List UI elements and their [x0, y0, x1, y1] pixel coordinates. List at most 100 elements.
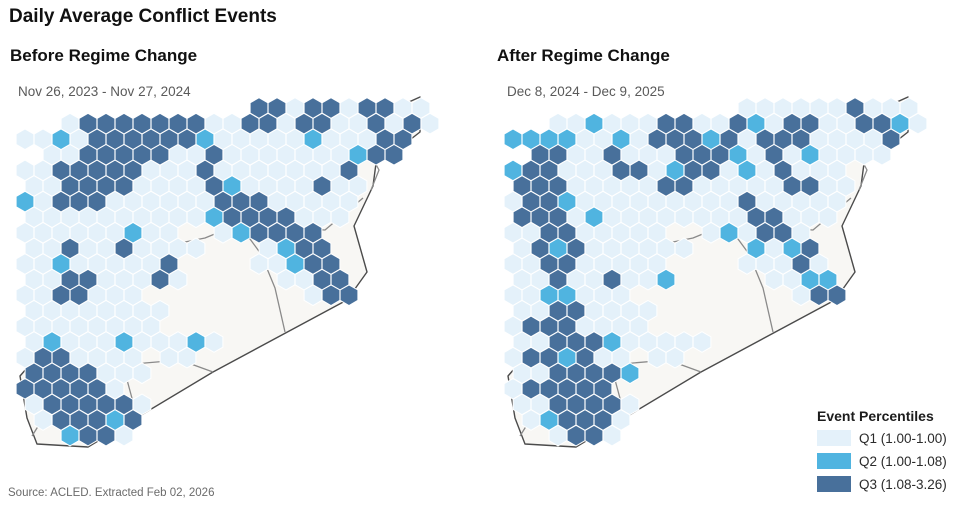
hex-cell	[420, 112, 440, 135]
admin-border	[726, 223, 774, 333]
after-map-title: After Regime Change	[497, 46, 670, 65]
hex-cell	[87, 190, 107, 213]
hex-cell	[96, 424, 116, 447]
hex-cell	[512, 206, 532, 229]
hex-cell	[123, 409, 143, 431]
hex-cell	[764, 268, 784, 291]
hex-cell	[150, 268, 170, 291]
hex-cell	[339, 159, 359, 182]
hex-cell	[69, 190, 89, 213]
hex-cell	[584, 206, 604, 229]
hex-cell	[150, 143, 170, 166]
hex-cell	[159, 346, 179, 369]
q1-label: Q1 (1.00-1.00)	[859, 430, 947, 446]
hex-cell	[620, 362, 640, 385]
hex-cell	[791, 128, 811, 151]
after-map	[503, 96, 928, 448]
hex-cell	[629, 159, 649, 182]
hex-cell	[114, 331, 134, 353]
hex-cell	[15, 377, 35, 400]
hex-cell	[737, 159, 757, 182]
hex-cell	[584, 424, 604, 447]
hex-cell	[674, 206, 694, 229]
hex-cell	[312, 112, 332, 135]
legend-item-q2: Q2 (1.00-1.08)	[817, 453, 960, 469]
hex-cell	[647, 128, 667, 151]
source-note: Source: ACLED. Extracted Feb 02, 2026	[8, 487, 215, 499]
hex-cell	[186, 237, 206, 260]
hex-cell	[294, 112, 314, 135]
hex-cell	[782, 175, 802, 197]
hex-cell	[51, 190, 71, 213]
q3-label: Q3 (1.08-3.26)	[859, 476, 947, 492]
hex-cell	[602, 331, 622, 353]
hex-cell	[521, 409, 541, 431]
hex-cell	[384, 143, 404, 166]
hex-cell	[60, 237, 80, 260]
hex-cell	[521, 346, 541, 369]
hex-cell	[908, 112, 928, 135]
hex-cell	[177, 128, 197, 151]
hex-cell	[881, 128, 901, 151]
hex-cell	[656, 268, 676, 291]
hex-cell	[503, 128, 523, 151]
hex-cell	[854, 112, 874, 135]
hex-cell	[800, 175, 820, 197]
hex-cell	[249, 253, 269, 275]
hex-cell	[366, 143, 386, 166]
q1-swatch	[817, 430, 851, 446]
admin-border	[238, 223, 286, 333]
hex-cell	[15, 190, 35, 213]
hex-cell	[222, 206, 242, 229]
q2-label: Q2 (1.00-1.08)	[859, 453, 947, 469]
hex-cell	[809, 284, 829, 307]
hex-cell	[773, 221, 793, 244]
hex-cell	[321, 284, 341, 307]
page-title: Daily Average Conflict Events	[9, 6, 277, 27]
hex-cell	[51, 409, 71, 431]
before-map-title: Before Regime Change	[10, 46, 198, 65]
q3-swatch	[817, 476, 851, 492]
hex-cell	[791, 253, 811, 275]
hex-cell	[602, 268, 622, 291]
hex-cell	[15, 128, 35, 151]
before-map-date-range: Nov 26, 2023 - Nov 27, 2024	[18, 84, 191, 99]
hex-cell	[566, 424, 586, 447]
hex-cell	[258, 112, 278, 135]
hex-cell	[267, 221, 287, 244]
hex-cell	[521, 315, 541, 338]
hex-cell	[51, 284, 71, 307]
hex-cell	[114, 237, 134, 260]
hex-cell	[647, 346, 667, 369]
hex-cell	[312, 175, 332, 197]
hex-cell	[339, 284, 359, 307]
hex-cell	[69, 284, 89, 307]
hex-cell	[656, 175, 676, 197]
hex-cell	[249, 221, 269, 244]
hex-cell	[548, 268, 568, 291]
hex-cell	[240, 112, 260, 135]
hex-cell	[701, 159, 721, 182]
hex-cell	[854, 143, 874, 166]
hex-cell	[132, 362, 152, 385]
before-map	[15, 96, 440, 448]
hex-cell	[692, 331, 712, 353]
hex-cell	[186, 331, 206, 353]
hex-cell	[818, 206, 838, 229]
hex-cell	[521, 377, 541, 400]
legend-item-q1: Q1 (1.00-1.00)	[817, 430, 960, 446]
hex-cell	[719, 221, 739, 244]
hex-cell	[51, 128, 71, 151]
hex-cell	[611, 159, 631, 182]
q2-swatch	[817, 453, 851, 469]
hex-cell	[638, 268, 658, 291]
hex-cell	[78, 424, 98, 447]
hex-cell	[755, 221, 775, 244]
hex-cell	[114, 175, 134, 197]
hex-cell	[665, 346, 685, 369]
hex-cell	[186, 206, 206, 229]
legend-item-q3: Q3 (1.08-3.26)	[817, 476, 960, 492]
hex-cell	[584, 112, 604, 135]
hex-cell	[674, 237, 694, 260]
hex-cell	[204, 331, 224, 353]
